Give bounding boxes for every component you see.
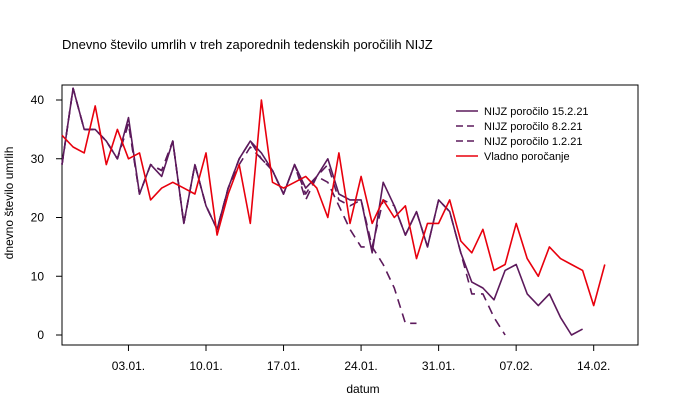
x-tick-label: 17.01. (267, 359, 300, 373)
legend-label-1: NIJZ poročilo 15.2.21 (484, 106, 589, 118)
series-line-2 (61, 87, 506, 336)
x-tick-label: 10.01. (189, 359, 222, 373)
legend-label-3: NIJZ poročilo 1.2.21 (484, 136, 582, 148)
y-tick-label: 10 (31, 269, 45, 283)
plot-border (61, 84, 639, 346)
x-axis: 03.01. 10.01. 17.01. 24.01. 31.01. 07.02. 14.0… (112, 345, 610, 373)
y-tick-label: 30 (31, 152, 45, 166)
y-tick-label: 20 (31, 211, 45, 225)
x-axis-label: datum (346, 382, 379, 396)
legend: NIJZ poročilo 15.2.21 NIJZ poročilo 8.2.2… (456, 106, 589, 163)
series-lines (61, 87, 606, 336)
x-tick-label: 14.02. (577, 359, 610, 373)
y-tick-label: 0 (37, 328, 44, 342)
x-tick-label: 24.01. (344, 359, 377, 373)
series-line-4 (61, 99, 606, 307)
legend-label-4: Vladno poročanje (484, 151, 570, 163)
series-line-1 (61, 87, 583, 336)
y-axis: 0 10 20 30 40 (31, 93, 62, 342)
y-tick-label: 40 (31, 93, 45, 107)
legend-label-2: NIJZ poročilo 8.2.21 (484, 121, 582, 133)
x-tick-label: 31.01. (422, 359, 455, 373)
plot-frame (61, 84, 639, 346)
x-tick-label: 03.01. (112, 359, 145, 373)
chart-title: Dnevno število umrlih v treh zaporednih … (62, 37, 433, 52)
x-tick-label: 07.02. (499, 359, 532, 373)
y-axis-label: dnevno število umrlih (2, 147, 16, 260)
series-line-3 (61, 87, 417, 325)
